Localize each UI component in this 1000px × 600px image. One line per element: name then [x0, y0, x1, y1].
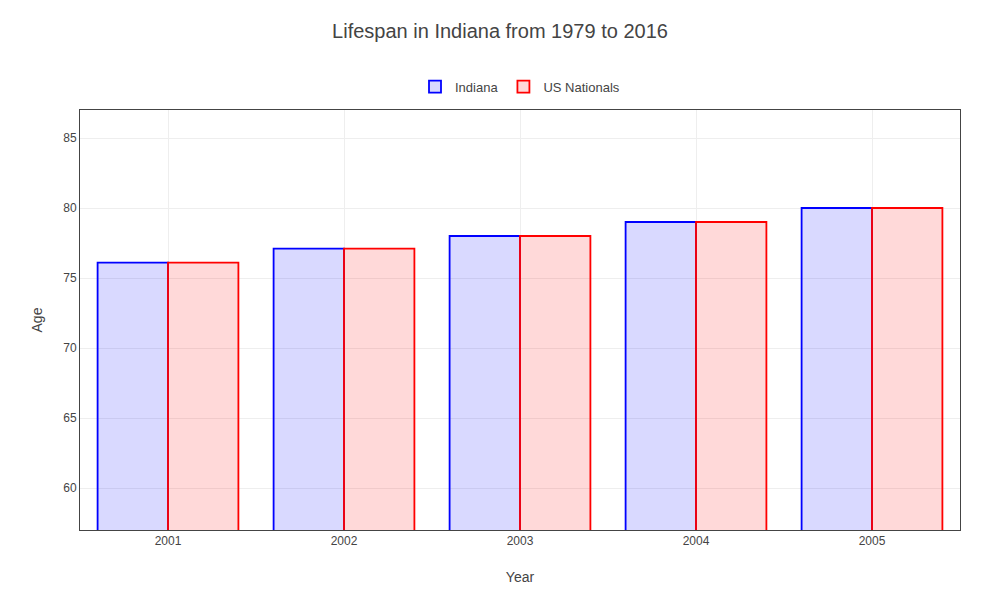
svg-text:2005: 2005 — [859, 534, 886, 548]
svg-text:US Nationals: US Nationals — [543, 80, 619, 95]
svg-text:2004: 2004 — [683, 534, 710, 548]
svg-text:Indiana: Indiana — [455, 80, 498, 95]
svg-text:Lifespan in Indiana from 1979: Lifespan in Indiana from 1979 to 2016 — [332, 20, 668, 42]
svg-text:75: 75 — [63, 271, 77, 285]
svg-text:60: 60 — [63, 481, 77, 495]
svg-text:2003: 2003 — [507, 534, 534, 548]
svg-text:80: 80 — [63, 201, 77, 215]
svg-text:70: 70 — [63, 341, 77, 355]
svg-text:85: 85 — [63, 131, 77, 145]
svg-text:65: 65 — [63, 411, 77, 425]
svg-text:Age: Age — [29, 307, 45, 332]
svg-text:Year: Year — [506, 569, 535, 585]
svg-text:2001: 2001 — [155, 534, 182, 548]
svg-text:2002: 2002 — [331, 534, 358, 548]
